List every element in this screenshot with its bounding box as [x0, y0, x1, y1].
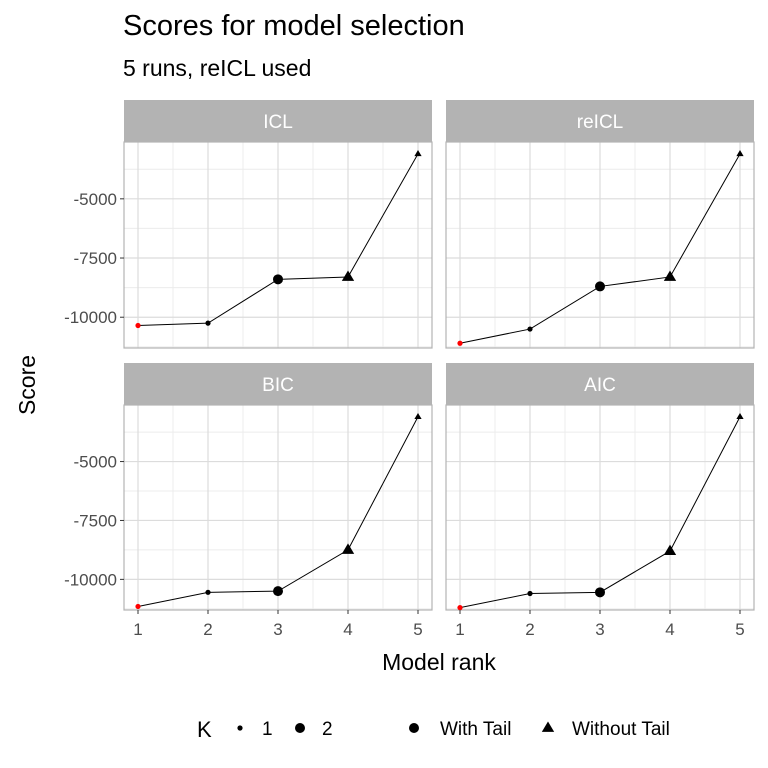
data-point: [414, 150, 422, 157]
facet-strip-label: AIC: [584, 375, 616, 396]
data-point: [273, 274, 283, 285]
data-point: [663, 544, 677, 555]
y-tick-label: -10000: [64, 308, 117, 327]
legend-key-k2: [295, 723, 305, 733]
x-tick-label: 1: [455, 620, 464, 639]
y-tick-label: -5000: [74, 190, 117, 209]
facet-strip-label: reICL: [577, 112, 623, 133]
data-point: [736, 150, 744, 157]
data-point: [273, 586, 283, 597]
x-tick-label: 2: [203, 620, 212, 639]
x-tick-label: 1: [133, 620, 142, 639]
facet-aic: AIC 1 2 3 4 5: [445, 363, 755, 639]
data-point: [663, 270, 677, 281]
data-point: [135, 322, 141, 329]
x-tick-label: 5: [735, 620, 744, 639]
facet-reicl: reICL: [445, 100, 755, 349]
facet-strip-label: ICL: [263, 112, 293, 133]
x-tick-label: 2: [525, 620, 534, 639]
facet-bic: BIC -5000 -7500 -10000 1 2 3 4 5: [64, 363, 433, 639]
panel-border: [123, 141, 433, 349]
data-point: [595, 587, 605, 598]
legend-key-with-tail: [409, 723, 419, 733]
y-axis-title: Score: [14, 355, 40, 415]
legend-key-k1: [237, 725, 243, 731]
chart-subtitle: 5 runs, reICL used: [123, 55, 312, 81]
data-point: [736, 412, 744, 420]
x-tick-label: 4: [665, 620, 674, 639]
data-point: [205, 589, 211, 595]
x-axis-title: Model rank: [382, 649, 496, 675]
data-point: [135, 603, 141, 610]
x-tick-label: 5: [413, 620, 422, 639]
data-point: [457, 340, 463, 346]
facet-strip-label: BIC: [262, 375, 294, 396]
facet-strip: [446, 363, 754, 405]
chart-title: Scores for model selection: [123, 10, 465, 42]
data-point: [341, 543, 355, 554]
data-point: [527, 326, 533, 332]
y-tick-label: -7500: [74, 511, 117, 530]
data-point: [527, 590, 533, 597]
y-tick-label: -5000: [74, 453, 117, 472]
legend-key-without-tail: [541, 721, 555, 732]
facet-strip: [124, 363, 432, 405]
x-tick-label: 3: [595, 620, 604, 639]
legend: K 1 2 With Tail Without Tail: [197, 717, 670, 742]
legend-label: 2: [322, 719, 333, 740]
y-tick-label: -10000: [64, 570, 117, 589]
facet-icl: ICL -5000 -7500 -10000: [64, 100, 433, 349]
facet-strip: [124, 100, 432, 142]
legend-label: With Tail: [440, 719, 511, 740]
legend-title: K: [197, 717, 212, 742]
facet-strip: [446, 100, 754, 142]
data-point: [205, 320, 211, 326]
panel-border: [445, 141, 755, 349]
x-tick-label: 4: [343, 620, 352, 639]
legend-label: Without Tail: [572, 719, 670, 740]
data-point: [595, 281, 605, 292]
x-tick-label: 3: [273, 620, 282, 639]
data-point: [414, 412, 422, 420]
legend-label: 1: [262, 719, 273, 740]
y-tick-label: -7500: [74, 249, 117, 268]
data-point: [341, 270, 355, 281]
data-point: [457, 605, 463, 611]
